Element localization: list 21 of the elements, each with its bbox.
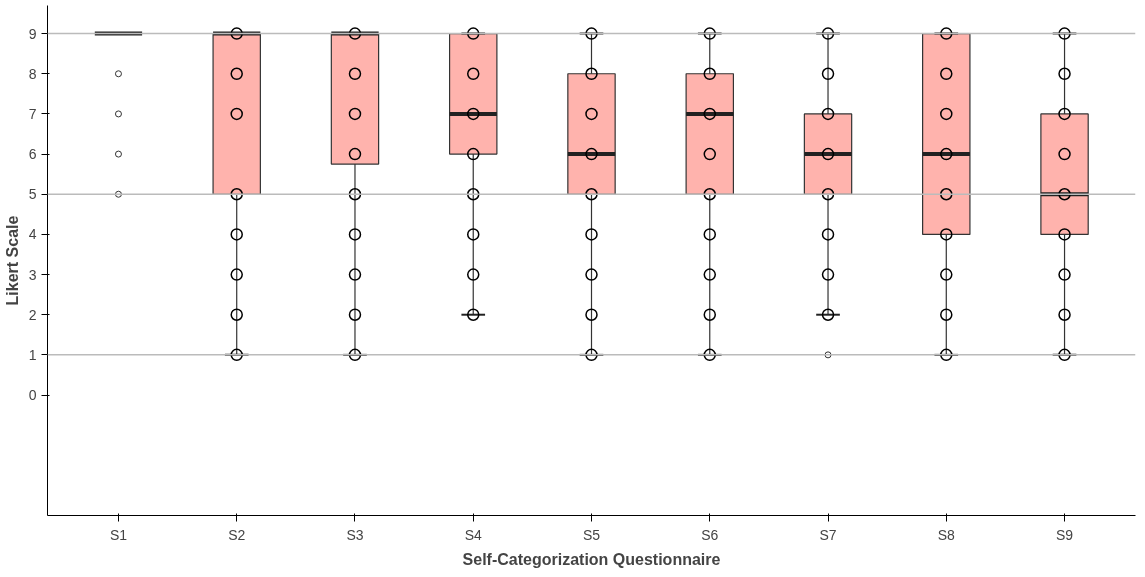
y-tick-label: 4: [28, 226, 37, 243]
y-tick-label: 3: [28, 266, 37, 283]
x-tick-label: S3: [346, 526, 364, 543]
x-tick-label: S2: [228, 526, 246, 543]
y-axis-title: Likert Scale: [3, 215, 21, 306]
x-tick-label: S1: [109, 526, 128, 543]
y-tick-label: 7: [28, 105, 37, 122]
x-tick-label: S9: [1055, 526, 1074, 543]
y-tick-label: 5: [28, 186, 37, 203]
x-tick-label: S6: [701, 526, 719, 543]
x-tick-label: S4: [464, 526, 483, 543]
y-tick-label: 6: [28, 146, 37, 163]
y-tick-label: 1: [28, 346, 37, 363]
y-tick-label: 8: [28, 65, 37, 82]
y-tick-label: 9: [28, 25, 37, 42]
x-tick-label: S5: [582, 526, 601, 543]
x-axis-title: Self-Categorization Questionnaire: [462, 550, 721, 568]
y-tick-label: 0: [28, 387, 37, 404]
x-tick-label: S8: [937, 526, 956, 543]
x-tick-label: S7: [819, 526, 837, 543]
y-tick-label: 2: [28, 306, 37, 323]
